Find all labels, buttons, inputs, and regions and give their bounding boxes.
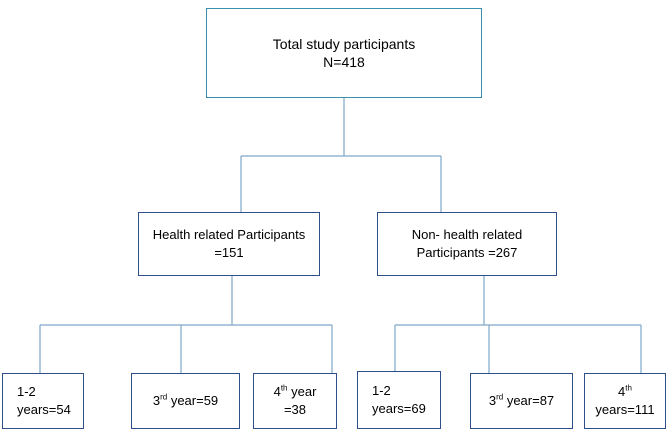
health-title: Health related Participants bbox=[152, 227, 306, 242]
nonhealth-child2-rest: year=87 bbox=[503, 393, 555, 408]
health-child2-base: 3 bbox=[152, 393, 161, 408]
health-count: =151 bbox=[214, 245, 244, 260]
nonhealth-title: Non- health related bbox=[411, 227, 523, 242]
node-health-related: Health related Participants =151 bbox=[138, 212, 320, 276]
nonhealth-child3-label: 4th bbox=[585, 383, 665, 401]
root-node-total-participants: Total study participants N=418 bbox=[206, 8, 482, 98]
root-title: Total study participants bbox=[272, 36, 416, 52]
health-child3-label: 4th year bbox=[254, 383, 336, 401]
nonhealth-child1-line2: years=69 bbox=[372, 401, 426, 416]
node-nonhealth-1-2-years: 1-2 years=69 bbox=[357, 371, 441, 429]
health-child3-base: 4 bbox=[273, 384, 281, 399]
nonhealth-child1-line1: 1-2 bbox=[372, 383, 391, 398]
node-health-4th-year: 4th year =38 bbox=[253, 373, 337, 429]
nonhealth-child3-base: 4 bbox=[618, 384, 626, 399]
nonhealth-count: Participants =267 bbox=[416, 245, 518, 260]
health-child1-line2: years=54 bbox=[17, 402, 71, 417]
nonhealth-child2-label: 3rd year=87 bbox=[471, 392, 572, 410]
health-child2-label: 3rd year=59 bbox=[132, 392, 239, 410]
health-child3-sup: th bbox=[280, 383, 288, 393]
health-child2-sup: rd bbox=[160, 392, 168, 402]
node-health-3rd-year: 3rd year=59 bbox=[131, 373, 240, 429]
node-nonhealth-3rd-year: 3rd year=87 bbox=[470, 373, 573, 429]
nonhealth-child3-line2: years=111 bbox=[595, 402, 655, 417]
nonhealth-child2-base: 3 bbox=[488, 393, 497, 408]
root-count: N=418 bbox=[323, 54, 365, 70]
health-child1-line1: 1-2 bbox=[17, 384, 36, 399]
node-health-1-2-years: 1-2 years=54 bbox=[2, 373, 84, 429]
node-nonhealth-4th-year: 4th years=111 bbox=[584, 373, 666, 429]
nonhealth-child2-sup: rd bbox=[496, 392, 504, 402]
nonhealth-child3-sup: th bbox=[625, 383, 632, 393]
health-child2-rest: year=59 bbox=[167, 393, 219, 408]
health-child3-rest: year bbox=[287, 384, 317, 399]
node-non-health-related: Non- health related Participants =267 bbox=[377, 212, 557, 276]
health-child3-line2: =38 bbox=[283, 402, 307, 417]
